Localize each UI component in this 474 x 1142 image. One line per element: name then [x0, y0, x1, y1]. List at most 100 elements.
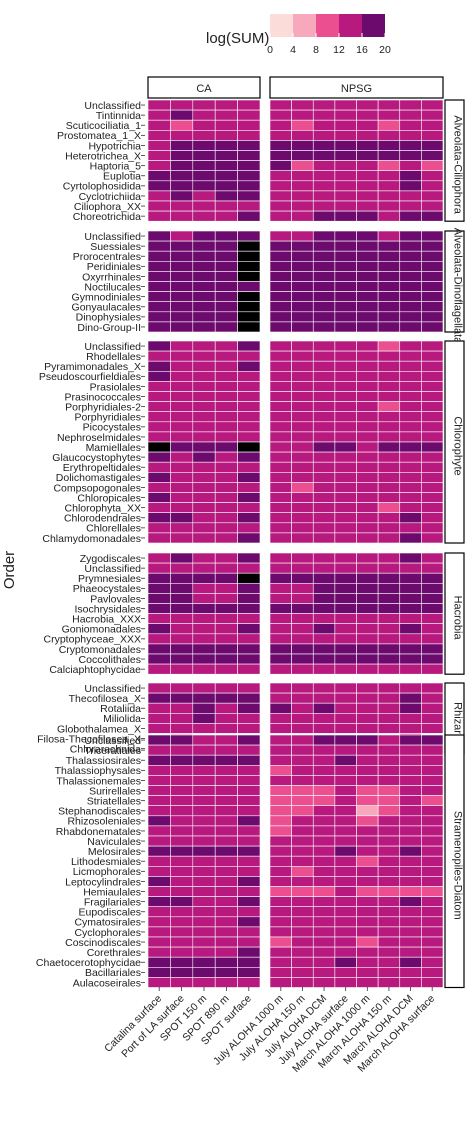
heatmap-cell [192, 723, 216, 734]
heatmap-cell [291, 906, 314, 918]
heatmap-cell [214, 119, 238, 131]
heatmap-cell [192, 340, 216, 352]
heatmap-cell [237, 663, 261, 675]
heatmap-cell [291, 623, 314, 635]
heatmap-cell [421, 712, 444, 724]
heatmap-cell [237, 886, 261, 897]
heatmap-cell [192, 906, 216, 918]
heatmap-cell [214, 603, 238, 614]
heatmap-cell [269, 633, 292, 645]
heatmap-cell [356, 855, 379, 867]
legend-title: log(SUM) [206, 30, 269, 47]
order-label: Erythropeltidales [63, 462, 141, 474]
heatmap-cell [334, 613, 357, 624]
heatmap-cell [170, 552, 194, 564]
heatmap-cell [214, 301, 238, 313]
heatmap-cell [377, 552, 401, 564]
heatmap-cell [214, 663, 238, 675]
heatmap-cell [269, 692, 292, 704]
heatmap-cell [312, 593, 336, 604]
heatmap-cell [170, 946, 194, 958]
heatmap-cell [421, 906, 444, 918]
heatmap-cell [334, 623, 357, 635]
heatmap-cell [192, 210, 216, 222]
heatmap-cell [312, 522, 336, 534]
heatmap-cell [291, 692, 314, 704]
heatmap-cell [421, 623, 444, 635]
heatmap-cell [334, 663, 357, 675]
heatmap-cell [312, 785, 336, 796]
heatmap-cell [269, 391, 292, 402]
heatmap-cell [312, 360, 336, 372]
heatmap-cell [312, 150, 336, 161]
heatmap-cell [377, 130, 401, 141]
heatmap-cell [269, 421, 292, 433]
heatmap-cell [399, 702, 422, 714]
heatmap-cell [399, 906, 422, 918]
heatmap-cell [170, 411, 194, 423]
facet-strip-row [444, 340, 465, 544]
order-label: Nephroselmidales [57, 432, 141, 444]
heatmap-cell [399, 593, 422, 604]
heatmap-cell [170, 966, 194, 978]
heatmap-cell [192, 492, 216, 503]
heatmap-cell [214, 966, 238, 978]
heatmap-cell [399, 210, 422, 222]
heatmap-cell [269, 401, 292, 413]
heatmap-cell [334, 603, 357, 614]
heatmap-cell [269, 643, 292, 655]
heatmap-cell [312, 512, 336, 524]
heatmap-cell [312, 461, 336, 473]
heatmap-cell [399, 381, 422, 392]
heatmap-cell [237, 785, 261, 796]
heatmap-cell [192, 471, 216, 483]
order-label: Rotaliida [100, 703, 141, 715]
heatmap-cell [377, 190, 401, 202]
heatmap-cell [214, 210, 238, 222]
heatmap-cell [237, 653, 261, 665]
heatmap-cell [356, 633, 379, 645]
heatmap-cell [291, 966, 314, 978]
heatmap-cell [237, 160, 261, 172]
heatmap-cell [356, 200, 379, 212]
heatmap-cell [356, 190, 379, 202]
heatmap-cell [214, 482, 238, 493]
heatmap-cell [356, 623, 379, 635]
heatmap-cell [269, 150, 292, 161]
order-label: Cryptophyceae_XXX [44, 634, 141, 646]
heatmap-cell [237, 301, 261, 313]
order-label: Hypotrichia [88, 140, 141, 152]
heatmap-cell [214, 340, 238, 352]
heatmap-cell [421, 775, 444, 786]
heatmap-cell [312, 552, 336, 564]
heatmap-cell [269, 471, 292, 483]
heatmap-cell [147, 321, 171, 333]
heatmap-cell [237, 946, 261, 958]
heatmap-cell [334, 855, 357, 867]
heatmap-cell [377, 431, 401, 443]
heatmap-cell [269, 482, 292, 493]
heatmap-cell [214, 461, 238, 473]
heatmap-cell [237, 492, 261, 503]
order-label: Unclassified [84, 100, 141, 112]
order-label: Melosirales [88, 846, 141, 858]
heatmap-cell [214, 260, 238, 272]
heatmap-cell [377, 692, 401, 704]
heatmap-cell [147, 119, 171, 131]
heatmap-cell [312, 562, 336, 574]
heatmap-cell [312, 260, 336, 272]
heatmap-cell [269, 613, 292, 624]
heatmap-cell [377, 160, 401, 172]
heatmap-cell [377, 119, 401, 131]
heatmap-cell [356, 230, 379, 242]
order-label: Peridiniales [87, 261, 141, 273]
heatmap-cell [214, 712, 238, 724]
heatmap-cell [192, 896, 216, 907]
heatmap-cell [170, 471, 194, 483]
heatmap-cell [269, 764, 292, 776]
heatmap-cell [214, 381, 238, 392]
heatmap-cell [399, 653, 422, 665]
heatmap-cell [192, 572, 216, 584]
heatmap-cell [237, 754, 261, 766]
heatmap-cell [291, 552, 314, 564]
